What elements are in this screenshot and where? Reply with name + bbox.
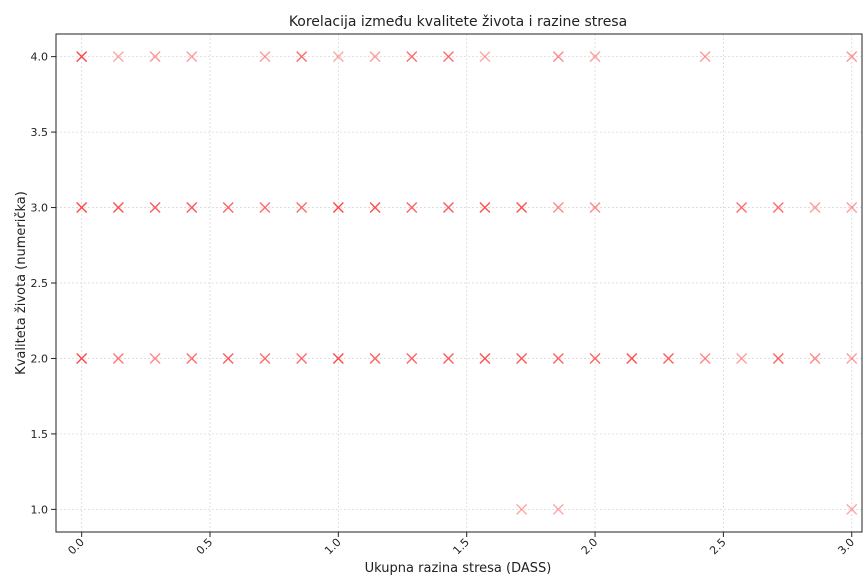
data-point — [809, 202, 821, 214]
data-point — [589, 202, 601, 214]
data-point — [699, 51, 711, 63]
data-point — [76, 352, 88, 364]
x-tick-label: 2.5 — [707, 536, 729, 558]
data-point — [259, 51, 271, 63]
x-axis-label: Ukupna razina stresa (DASS) — [365, 561, 552, 576]
y-tick-label: 1.5 — [31, 428, 49, 441]
x-tick-label: 1.0 — [322, 536, 344, 558]
data-point — [442, 202, 454, 214]
data-point — [589, 352, 601, 364]
data-point — [296, 51, 308, 63]
data-point — [552, 352, 564, 364]
data-point — [589, 51, 601, 63]
data-point — [846, 503, 858, 515]
data-point — [222, 202, 234, 214]
data-point — [332, 51, 344, 63]
x-axis-ticks: 0.0 0.5 1.0 1.5 2.0 2.5 3.0 — [65, 532, 857, 557]
data-point — [736, 352, 748, 364]
data-point — [112, 202, 124, 214]
data-point — [699, 352, 711, 364]
data-point — [626, 352, 638, 364]
data-point — [186, 51, 198, 63]
y-tick-label: 3.5 — [31, 126, 49, 139]
x-tick-label: 1.5 — [450, 536, 472, 558]
data-point — [516, 503, 528, 515]
data-point — [296, 202, 308, 214]
chart-title: Korelacija između kvalitete života i raz… — [289, 14, 627, 30]
data-point — [516, 202, 528, 214]
data-point — [406, 51, 418, 63]
data-point — [772, 352, 784, 364]
data-point — [479, 352, 491, 364]
data-point — [442, 51, 454, 63]
data-point — [662, 352, 674, 364]
y-tick-label: 2.0 — [31, 352, 49, 365]
data-point — [809, 352, 821, 364]
data-point — [186, 352, 198, 364]
data-point — [406, 202, 418, 214]
data-point — [259, 202, 271, 214]
data-point — [516, 352, 528, 364]
data-point — [149, 51, 161, 63]
x-tick-label: 3.0 — [835, 536, 857, 558]
data-point — [736, 202, 748, 214]
y-tick-label: 2.5 — [31, 277, 49, 290]
y-axis-label: Kvaliteta života (numerička) — [14, 191, 29, 375]
grid — [56, 34, 862, 532]
data-point — [332, 202, 344, 214]
data-points — [76, 51, 858, 515]
data-point — [369, 51, 381, 63]
data-point — [552, 51, 564, 63]
y-tick-label: 3.0 — [31, 202, 49, 215]
data-point — [76, 202, 88, 214]
data-point — [259, 352, 271, 364]
y-axis-ticks: 1.0 1.5 2.0 2.5 3.0 3.5 4.0 — [31, 51, 56, 516]
data-point — [846, 352, 858, 364]
data-point — [479, 202, 491, 214]
data-point — [76, 51, 88, 63]
data-point — [112, 352, 124, 364]
data-point — [149, 202, 161, 214]
data-point — [406, 352, 418, 364]
y-tick-label: 4.0 — [31, 51, 49, 64]
data-point — [442, 352, 454, 364]
x-tick-label: 2.0 — [579, 536, 601, 558]
y-tick-label: 1.0 — [31, 503, 49, 516]
data-point — [479, 51, 491, 63]
data-point — [552, 503, 564, 515]
data-point — [222, 352, 234, 364]
data-point — [332, 352, 344, 364]
data-point — [772, 202, 784, 214]
data-point — [846, 202, 858, 214]
data-point — [552, 202, 564, 214]
data-point — [149, 352, 161, 364]
data-point — [112, 51, 124, 63]
data-point — [296, 352, 308, 364]
data-point — [369, 352, 381, 364]
data-point — [846, 51, 858, 63]
data-point — [186, 202, 198, 214]
x-tick-label: 0.5 — [194, 536, 216, 558]
data-point — [369, 202, 381, 214]
x-tick-label: 0.0 — [65, 536, 87, 558]
